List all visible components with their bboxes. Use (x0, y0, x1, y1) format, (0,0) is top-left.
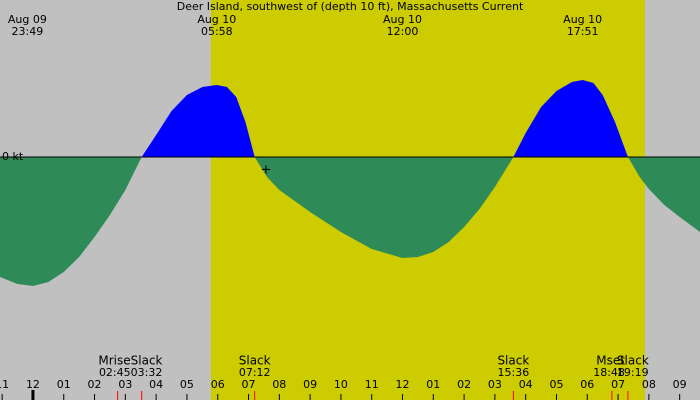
event-label: Slack (497, 354, 529, 368)
event-time: 02:45 (99, 366, 131, 379)
x-tick-label: 04 (519, 378, 533, 391)
event-label: Slack (239, 354, 271, 368)
x-tick-label: 04 (149, 378, 163, 391)
x-tick-label: 08 (642, 378, 656, 391)
ebb-area (0, 157, 700, 286)
x-tick-label: 06 (211, 378, 225, 391)
event-label: Slack (617, 354, 649, 368)
x-tick-label: 02 (88, 378, 102, 391)
event-label: Slack (131, 354, 163, 368)
max-time: 17:51 (567, 25, 599, 38)
x-tick-label: 06 (580, 378, 594, 391)
x-tick-label: 02 (457, 378, 471, 391)
chart-title: Deer Island, southwest of (depth 10 ft),… (177, 0, 524, 13)
x-tick-label: 09 (303, 378, 317, 391)
event-label: Mrise (98, 354, 130, 368)
x-tick-label: 03 (118, 378, 132, 391)
x-tick-label: 01 (57, 378, 71, 391)
x-tick-label: 05 (180, 378, 194, 391)
x-tick-label: 07 (611, 378, 625, 391)
x-tick-label: 07 (242, 378, 256, 391)
event-time: 03:32 (131, 366, 163, 379)
event-time: 19:19 (617, 366, 649, 379)
max-time: 05:58 (201, 25, 233, 38)
x-tick-label: 01 (426, 378, 440, 391)
x-tick-label: 05 (549, 378, 563, 391)
max-time: 12:00 (387, 25, 419, 38)
event-time: 18:48 (593, 366, 625, 379)
max-date: Aug 10 (197, 13, 236, 26)
current-marker: + (261, 163, 272, 178)
max-time: 23:49 (12, 25, 44, 38)
max-date: Aug 10 (563, 13, 602, 26)
flood-area (0, 80, 700, 157)
event-label: Mset (596, 354, 625, 368)
x-tick-label: 08 (272, 378, 286, 391)
event-time: 15:36 (498, 366, 530, 379)
event-time: 07:12 (239, 366, 271, 379)
x-tick-label: 12 (396, 378, 410, 391)
x-tick-label: 11 (365, 378, 379, 391)
x-tick-label: 11 (0, 378, 9, 391)
x-tick-label: 03 (488, 378, 502, 391)
x-tick-label: 10 (334, 378, 348, 391)
max-date: Aug 10 (383, 13, 422, 26)
x-tick-label: 12 (26, 378, 40, 391)
max-date: Aug 09 (8, 13, 47, 26)
x-tick-label: 09 (673, 378, 687, 391)
y-axis-label: 0 kt (2, 150, 24, 163)
